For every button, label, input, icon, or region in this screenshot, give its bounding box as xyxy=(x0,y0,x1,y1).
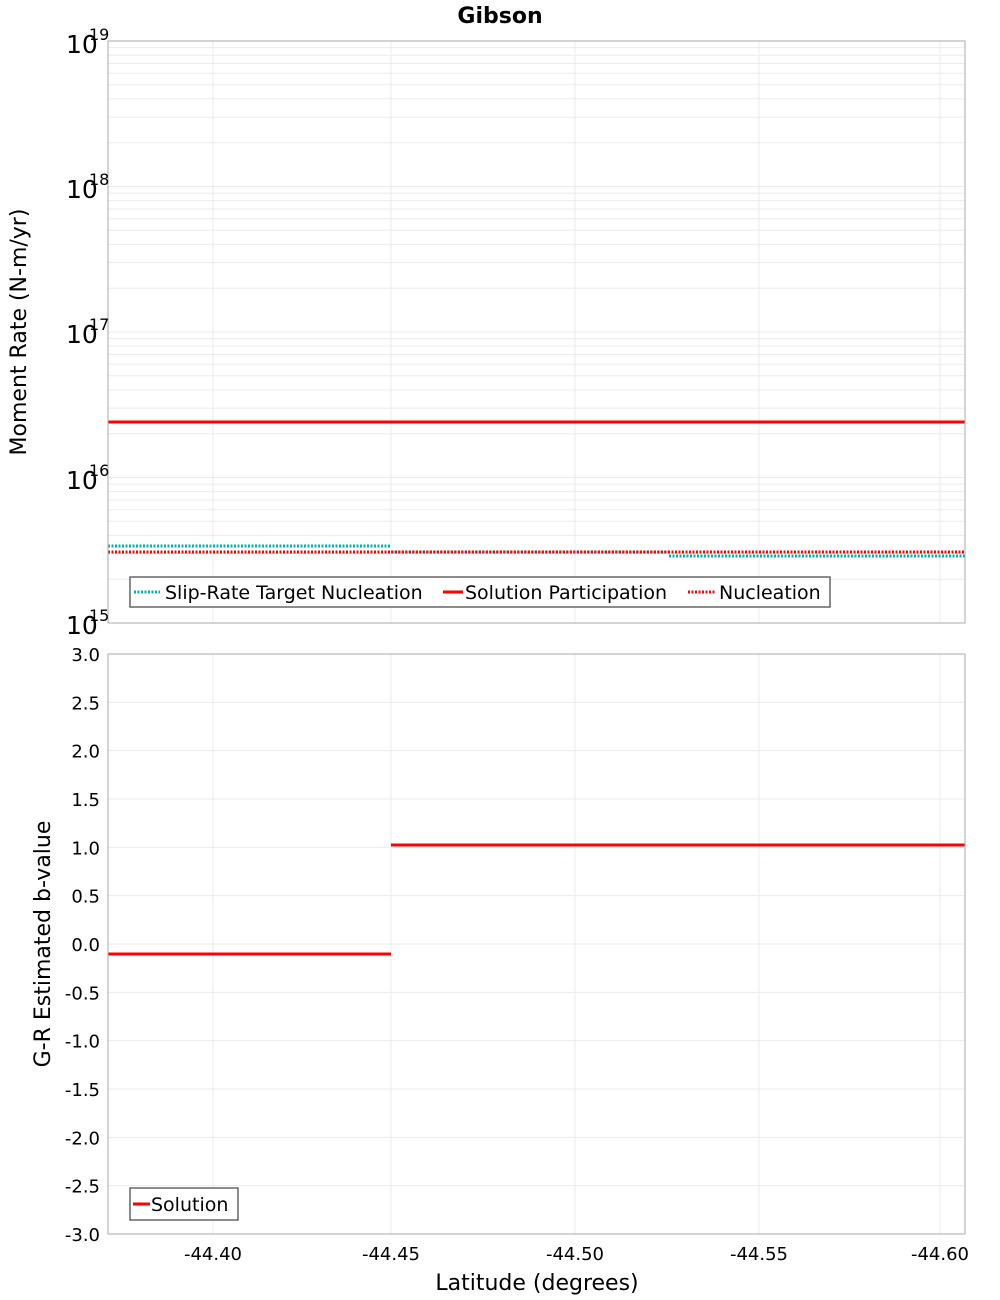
top-ytick-exp: 15 xyxy=(89,606,109,625)
bottom-y-axis-label: G-R Estimated b-value xyxy=(31,821,56,1068)
bottom-ytick-label: -1.5 xyxy=(65,1080,100,1101)
xtick-label: -44.50 xyxy=(546,1244,604,1265)
top-ytick-exp: 17 xyxy=(89,315,109,334)
bottom-ytick-label: -0.5 xyxy=(65,983,100,1004)
top-plot: 10 19 10 18 10 17 10 16 10 15 Moment Rat… xyxy=(7,25,966,640)
xtick-label: -44.40 xyxy=(184,1244,242,1265)
bottom-ytick-label: 1.5 xyxy=(71,790,100,811)
x-axis-label: Latitude (degrees) xyxy=(435,1271,638,1296)
top-ytick-base: 10 xyxy=(66,466,98,495)
top-ytick-base: 10 xyxy=(66,611,98,640)
bottom-series xyxy=(108,843,965,956)
top-ytick-base: 10 xyxy=(66,320,98,349)
xtick-label: -44.60 xyxy=(911,1244,969,1265)
bottom-ytick-label: 0.0 xyxy=(71,935,100,956)
top-ytick-exp: 19 xyxy=(89,25,109,44)
bottom-y-ticks: 3.0 2.5 2.0 1.5 1.0 0.5 0.0 -0.5 -1.0 -1.5 -2.0 -2.… xyxy=(65,645,100,1246)
legend-solution: Solution xyxy=(151,1194,228,1216)
bottom-ytick-label: 1.0 xyxy=(71,838,100,859)
xtick-label: -44.45 xyxy=(362,1244,420,1265)
top-series xyxy=(108,420,965,558)
legend-nucleation: Nucleation xyxy=(719,582,821,604)
bottom-x-ticks: -44.40 -44.45 -44.50 -44.55 -44.60 xyxy=(184,1244,969,1265)
bottom-ytick-label: -3.0 xyxy=(65,1225,100,1246)
bottom-ytick-label: -1.0 xyxy=(65,1032,100,1053)
bottom-plot-frame xyxy=(107,653,966,1235)
top-y-axis-label: Moment Rate (N-m/yr) xyxy=(7,209,32,456)
top-y-ticks: 10 19 10 18 10 17 10 16 10 15 xyxy=(66,25,109,640)
top-ytick-base: 10 xyxy=(66,175,98,204)
top-ytick-base: 10 xyxy=(66,30,98,59)
bottom-ytick-label: 3.0 xyxy=(71,645,100,666)
bottom-ytick-label: -2.0 xyxy=(65,1128,100,1149)
top-legend: Slip-Rate Target Nucleation Solution Par… xyxy=(129,576,831,608)
bottom-ytick-label: -2.5 xyxy=(65,1177,100,1198)
top-ytick-exp: 16 xyxy=(89,461,109,480)
bottom-ytick-label: 2.5 xyxy=(71,693,100,714)
top-ytick-exp: 18 xyxy=(89,170,109,189)
top-grid xyxy=(108,41,965,624)
bottom-ytick-label: 0.5 xyxy=(71,887,100,908)
legend-slip-rate-target: Slip-Rate Target Nucleation xyxy=(165,582,423,604)
chart-title: Gibson xyxy=(457,4,542,29)
xtick-label: -44.55 xyxy=(730,1244,788,1265)
top-plot-frame xyxy=(107,40,966,624)
bottom-plot: 3.0 2.5 2.0 1.5 1.0 0.5 0.0 -0.5 -1.0 -1.5 -2.0 -2.… xyxy=(31,645,969,1296)
legend-solution-participation: Solution Participation xyxy=(465,582,667,604)
bottom-legend: Solution xyxy=(129,1187,239,1221)
bottom-ytick-label: 2.0 xyxy=(71,742,100,763)
